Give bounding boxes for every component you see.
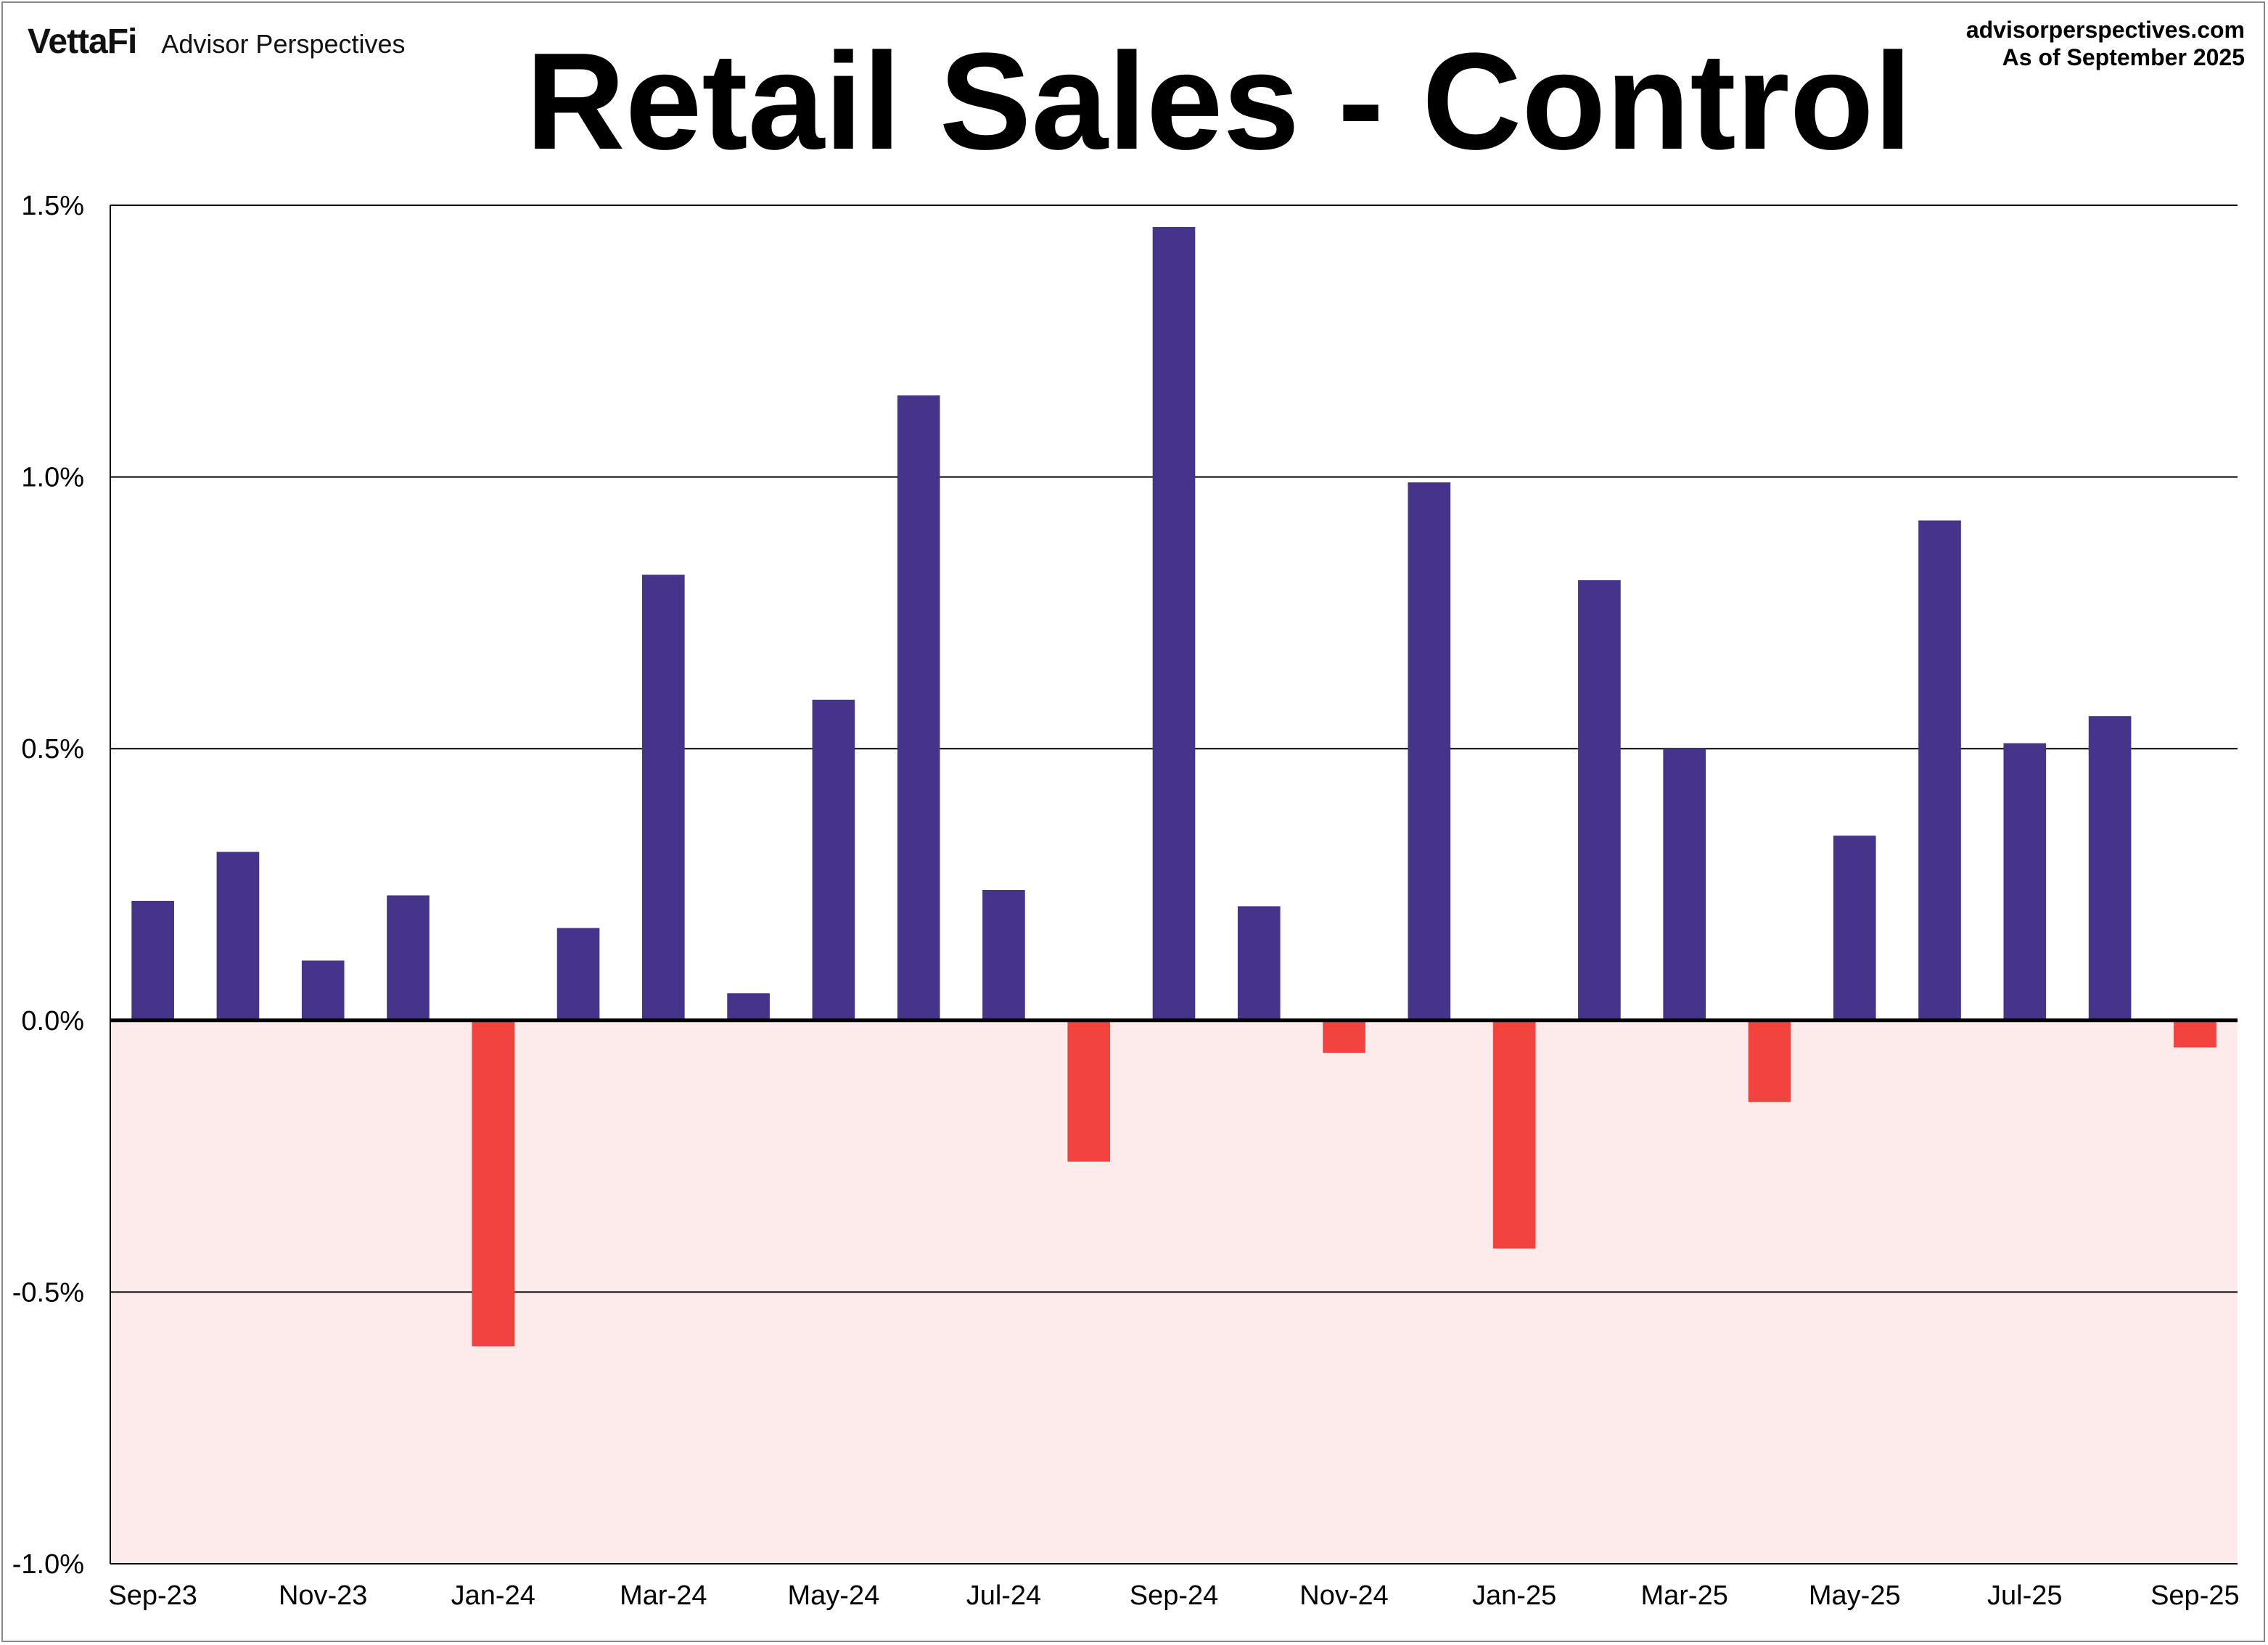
y-tick-label: 1.0% [21,463,84,493]
x-tick-label: Mar-25 [1640,1580,1727,1611]
advisor-perspectives-logo-text: Advisor Perspectives [161,29,406,59]
y-tick-labels: 1.5% 1.0% 0.5% 0.0% -0.5% -1.0% [12,191,84,1580]
bar [387,895,430,1021]
bar [1748,1020,1791,1102]
bar [1408,482,1451,1021]
x-tick-label: Jul-24 [966,1580,1042,1611]
bar [1833,836,1876,1021]
y-tick-label: -0.5% [12,1277,84,1308]
x-tick-label: Sep-23 [108,1580,197,1611]
y-tick-label: 0.0% [21,1006,84,1036]
bar [1918,520,1961,1021]
vettafi-logo-mark: VettaFi [28,22,137,61]
x-tick-label: Nov-24 [1299,1580,1389,1611]
bar [2174,1020,2216,1048]
bar [1237,906,1281,1021]
bar [1152,226,1196,1021]
x-tick-label: Sep-24 [1130,1580,1219,1611]
x-tick-label: Nov-23 [279,1580,368,1611]
x-tick-label: Jan-24 [451,1580,535,1611]
source-date: As of September 2025 [2002,44,2245,70]
bar [2003,743,2047,1021]
source-block: advisorperspectives.com As of September … [1966,16,2245,71]
bar [1067,1020,1111,1162]
bar [216,852,260,1021]
axes [110,205,2238,1564]
y-tick-label: -1.0% [12,1549,84,1580]
bar [812,699,855,1021]
x-tick-label: May-24 [788,1580,880,1611]
bar [301,960,345,1021]
x-tick-label: Sep-25 [2150,1580,2240,1611]
y-tick-label: 1.5% [21,191,84,221]
bar [556,928,600,1021]
x-tick-label: Jul-25 [1987,1580,2063,1611]
x-tick-label: May-25 [1809,1580,1901,1611]
bar [472,1020,515,1347]
x-tick-label: Mar-24 [620,1580,707,1611]
bar [1663,749,1706,1021]
bar [897,395,940,1021]
x-tick-labels: Sep-23 Nov-23 Jan-24 Mar-24 May-24 Jul-24 Sep-… [108,1580,2239,1611]
bar [1492,1020,1536,1249]
bar [642,574,685,1021]
source-site: advisorperspectives.com [1965,17,2245,43]
bar [2088,716,2132,1021]
bar [1323,1020,1365,1053]
chart-title: Retail Sales - Control [525,25,1912,178]
y-tick-label: 0.5% [21,734,84,764]
bar [1578,580,1621,1021]
x-tick-label: Jan-25 [1472,1580,1556,1611]
bar [131,900,174,1021]
bars [131,226,2216,1347]
bar [727,993,770,1021]
logo: VettaFi Advisor Perspectives [28,22,406,62]
bar [982,889,1025,1021]
